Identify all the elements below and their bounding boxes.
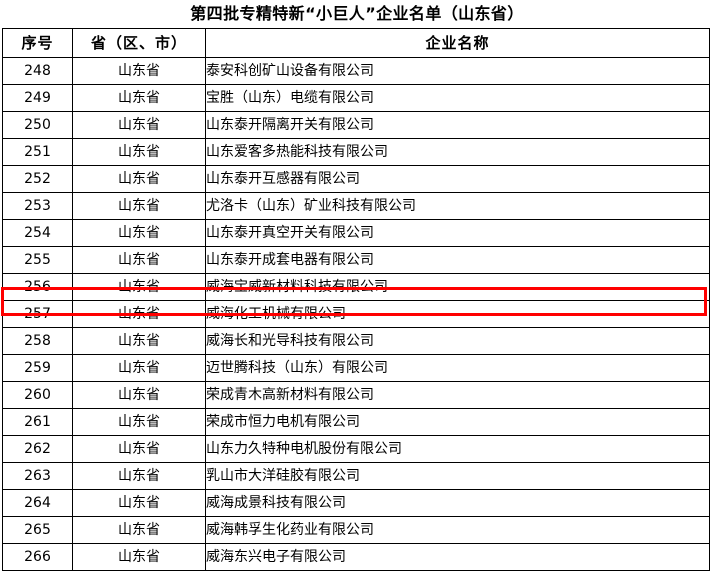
table-body: 248 山东省 泰安科创矿山设备有限公司 249 山东省 宝胜（山东）电缆有限公司 250 山… [2, 57, 710, 571]
cell-province: 山东省 [72, 462, 206, 490]
table-header-row: 序号 省（区、市） 企业名称 [2, 28, 710, 58]
table-row[interactable]: 259 山东省 迈世腾科技（山东）有限公司 [2, 354, 710, 382]
cell-sequence: 250 [2, 111, 73, 139]
table-row[interactable]: 249 山东省 宝胜（山东）电缆有限公司 [2, 84, 710, 112]
cell-sequence: 260 [2, 381, 73, 409]
table-row[interactable]: 258 山东省 威海长和光导科技有限公司 [2, 327, 710, 355]
cell-sequence: 257 [2, 300, 73, 328]
cell-company-name: 乳山市大洋硅胶有限公司 [205, 462, 710, 490]
table-row[interactable]: 263 山东省 乳山市大洋硅胶有限公司 [2, 462, 710, 490]
cell-province: 山东省 [72, 219, 206, 247]
table-row[interactable]: 262 山东省 山东力久特种电机股份有限公司 [2, 435, 710, 463]
table-row[interactable]: 251 山东省 山东爱客多热能科技有限公司 [2, 138, 710, 166]
cell-province: 山东省 [72, 381, 206, 409]
table-row[interactable]: 253 山东省 尤洛卡（山东）矿业科技有限公司 [2, 192, 710, 220]
company-list-table-container: 序号 省（区、市） 企业名称 248 山东省 泰安科创矿山设备有限公司 249 山东省宝… [2, 28, 710, 571]
cell-province: 山东省 [72, 57, 206, 85]
cell-company-name: 山东爱客多热能科技有限公司 [205, 138, 710, 166]
cell-company-name: 威海长和光导科技有限公司 [205, 327, 710, 355]
cell-province: 山东省 [72, 516, 206, 544]
table-row[interactable]: 255 山东省 山东泰开成套电器有限公司 [2, 246, 710, 274]
cell-company-name: 威海化工机械有限公司 [205, 300, 710, 328]
table-row[interactable]: 257 山东省 威海化工机械有限公司 [2, 300, 710, 328]
cell-province: 山东省 [72, 246, 206, 274]
cell-sequence: 251 [2, 138, 73, 166]
cell-province: 山东省 [72, 354, 206, 382]
cell-sequence: 253 [2, 192, 73, 220]
cell-province: 山东省 [72, 84, 206, 112]
cell-company-name: 泰安科创矿山设备有限公司 [205, 57, 710, 85]
cell-sequence: 255 [2, 246, 73, 274]
cell-company-name: 山东泰开成套电器有限公司 [205, 246, 710, 274]
cell-province: 山东省 [72, 138, 206, 166]
cell-sequence: 265 [2, 516, 73, 544]
cell-province: 山东省 [72, 192, 206, 220]
cell-sequence: 256 [2, 273, 73, 301]
cell-company-name: 威海宝威新材料科技有限公司 [205, 273, 710, 301]
table-row[interactable]: 256 山东省 威海宝威新材料科技有限公司 [2, 273, 710, 301]
cell-province: 山东省 [72, 165, 206, 193]
cell-company-name: 山东泰开互感器有限公司 [205, 165, 710, 193]
cell-sequence: 263 [2, 462, 73, 490]
cell-company-name: 威海韩孚生化药业有限公司 [205, 516, 710, 544]
table-row[interactable]: 265 山东省 威海韩孚生化药业有限公司 [2, 516, 710, 544]
page-title: 第四批专精特新“小巨人”企业名单（山东省） [190, 3, 524, 23]
table-row[interactable]: 261 山东省 荣成市恒力电机有限公司 [2, 408, 710, 436]
cell-sequence: 258 [2, 327, 73, 355]
column-header-sequence: 序号 [2, 28, 73, 58]
table-row[interactable]: 264 山东省 威海成景科技有限公司 [2, 489, 710, 517]
cell-sequence: 249 [2, 84, 73, 112]
cell-province: 山东省 [72, 489, 206, 517]
table-row[interactable]: 252 山东省 山东泰开互感器有限公司 [2, 165, 710, 193]
cell-sequence: 248 [2, 57, 73, 85]
table-row[interactable]: 254 山东省 山东泰开真空开关有限公司 [2, 219, 710, 247]
cell-province: 山东省 [72, 300, 206, 328]
cell-company-name: 山东力久特种电机股份有限公司 [205, 435, 710, 463]
table-row[interactable]: 250 山东省 山东泰开隔离开关有限公司 [2, 111, 710, 139]
cell-company-name: 威海成景科技有限公司 [205, 489, 710, 517]
document-title-bar: 第四批专精特新“小巨人”企业名单（山东省） [0, 0, 714, 27]
table-row[interactable]: 248 山东省 泰安科创矿山设备有限公司 [2, 57, 710, 85]
column-header-company-name: 企业名称 [205, 28, 710, 58]
table-header: 序号 省（区、市） 企业名称 [2, 28, 710, 58]
cell-company-name: 宝胜（山东）电缆有限公司 [205, 84, 710, 112]
cell-sequence: 262 [2, 435, 73, 463]
cell-company-name: 荣成市恒力电机有限公司 [205, 408, 710, 436]
cell-province: 山东省 [72, 435, 206, 463]
cell-sequence: 264 [2, 489, 73, 517]
cell-sequence: 259 [2, 354, 73, 382]
cell-sequence: 261 [2, 408, 73, 436]
cell-company-name: 荣成青木高新材料有限公司 [205, 381, 710, 409]
cell-company-name: 山东泰开隔离开关有限公司 [205, 111, 710, 139]
cell-province: 山东省 [72, 273, 206, 301]
cell-province: 山东省 [72, 327, 206, 355]
cell-company-name: 尤洛卡（山东）矿业科技有限公司 [205, 192, 710, 220]
cell-company-name: 迈世腾科技（山东）有限公司 [205, 354, 710, 382]
cell-sequence: 254 [2, 219, 73, 247]
table-row[interactable]: 260 山东省 荣成青木高新材料有限公司 [2, 381, 710, 409]
cell-province: 山东省 [72, 111, 206, 139]
cell-company-name: 山东泰开真空开关有限公司 [205, 219, 710, 247]
column-header-province: 省（区、市） [72, 28, 206, 58]
cell-province: 山东省 [72, 408, 206, 436]
cell-sequence: 252 [2, 165, 73, 193]
company-list-table: 序号 省（区、市） 企业名称 248 山东省 泰安科创矿山设备有限公司 249 山东省宝… [2, 28, 710, 571]
